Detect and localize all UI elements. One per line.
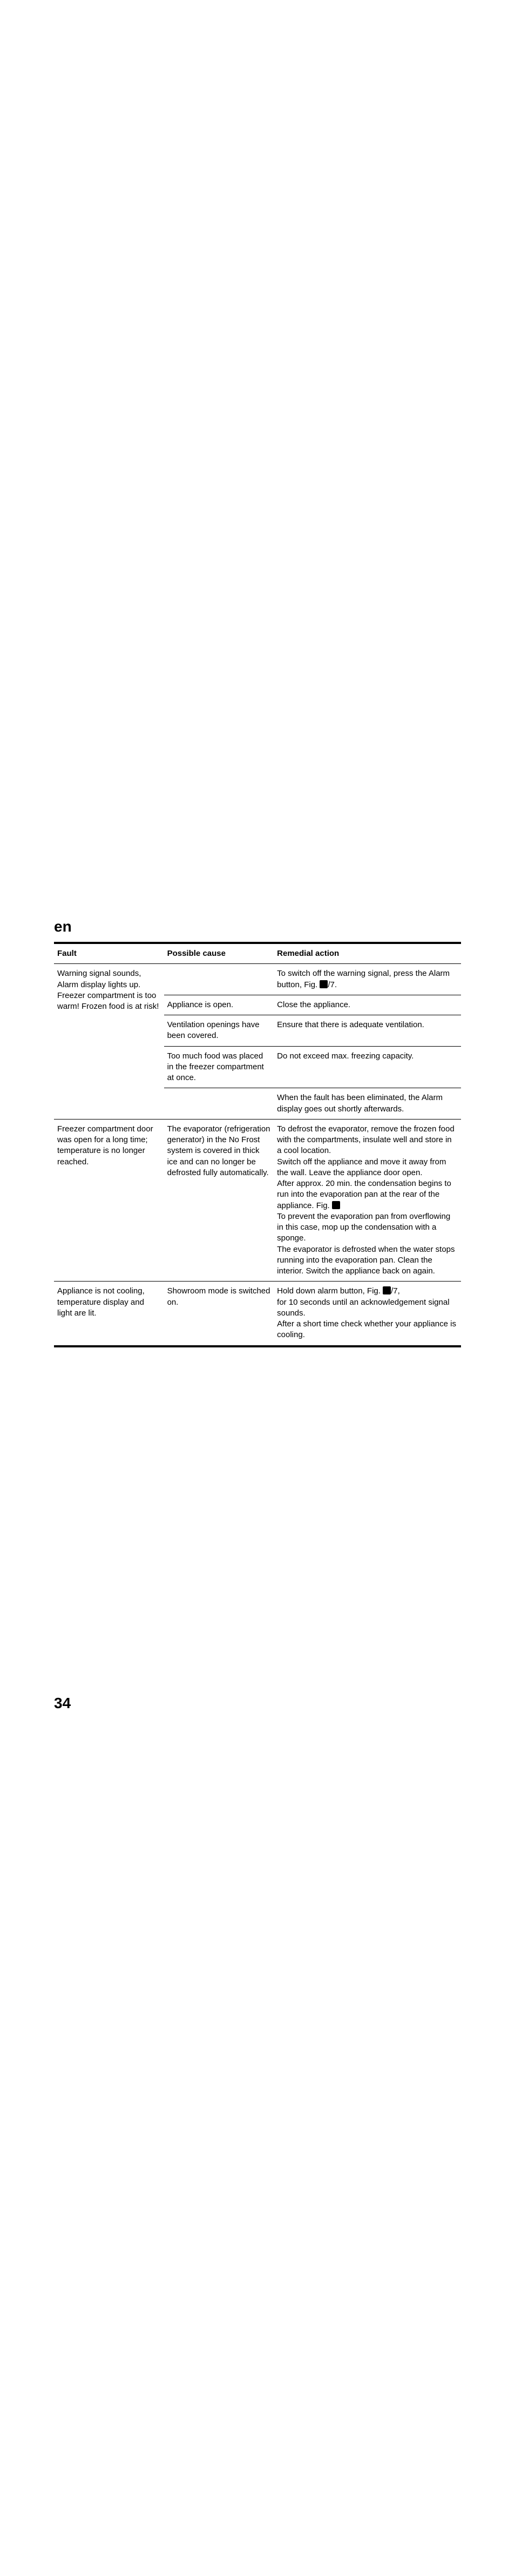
fault-cell: Warning signal sounds, Alarm display lig… [54, 964, 164, 1120]
action-text: /7. [328, 980, 337, 989]
page-number: 34 [54, 1695, 71, 1712]
cause-cell [164, 1088, 274, 1120]
fault-cell: Freezer compartment door was open for a … [54, 1119, 164, 1282]
col-cause: Possible cause [164, 943, 274, 964]
cause-cell: Appliance is open. [164, 995, 274, 1015]
action-cell: Hold down alarm button, Fig. /7, for 10 … [274, 1282, 461, 1346]
action-text: for 10 seconds until an acknowledgement … [277, 1298, 449, 1318]
action-text: To defrost the evaporator, remove the fr… [277, 1124, 455, 1156]
action-cell: Do not exceed max. freezing capacity. [274, 1046, 461, 1088]
action-text: After approx. 20 min. the condensation b… [277, 1179, 451, 1210]
cause-cell: Ventilation openings have been covered. [164, 1015, 274, 1047]
action-text: To prevent the evaporation pan from over… [277, 1212, 450, 1243]
fault-table: Fault Possible cause Remedial action War… [54, 942, 461, 1347]
cause-cell: Too much food was placed in the freezer … [164, 1046, 274, 1088]
action-text: The evaporator is defrosted when the wat… [277, 1245, 455, 1276]
fault-text: Warning signal sounds, Alarm display lig… [57, 969, 141, 989]
cause-cell: Showroom mode is switched on. [164, 1282, 274, 1346]
fault-cell: Appliance is not cooling, temperature di… [54, 1282, 164, 1346]
action-text: Switch off the appliance and move it awa… [277, 1157, 446, 1177]
figure-box-icon [320, 980, 328, 988]
cause-cell [164, 964, 274, 995]
action-cell: When the fault has been eliminated, the … [274, 1088, 461, 1120]
action-text: Hold down alarm button, Fig. [277, 1286, 383, 1296]
action-text: After a short time check whether your ap… [277, 1319, 456, 1339]
action-cell: To switch off the warning signal, press … [274, 964, 461, 995]
cause-cell: The evaporator (refrigeration generator)… [164, 1119, 274, 1282]
action-cell: Close the appliance. [274, 995, 461, 1015]
figure-box-icon [383, 1286, 391, 1294]
col-fault: Fault [54, 943, 164, 964]
action-text: To switch off the warning signal, press … [277, 969, 450, 989]
language-tag: en [54, 918, 461, 935]
action-cell: To defrost the evaporator, remove the fr… [274, 1119, 461, 1282]
action-text: /7, [391, 1286, 400, 1296]
col-action: Remedial action [274, 943, 461, 964]
action-cell: Ensure that there is adequate ventilatio… [274, 1015, 461, 1047]
figure-box-icon [332, 1201, 340, 1209]
fault-subtext: Freezer compartment is too warm! Frozen … [57, 991, 159, 1011]
